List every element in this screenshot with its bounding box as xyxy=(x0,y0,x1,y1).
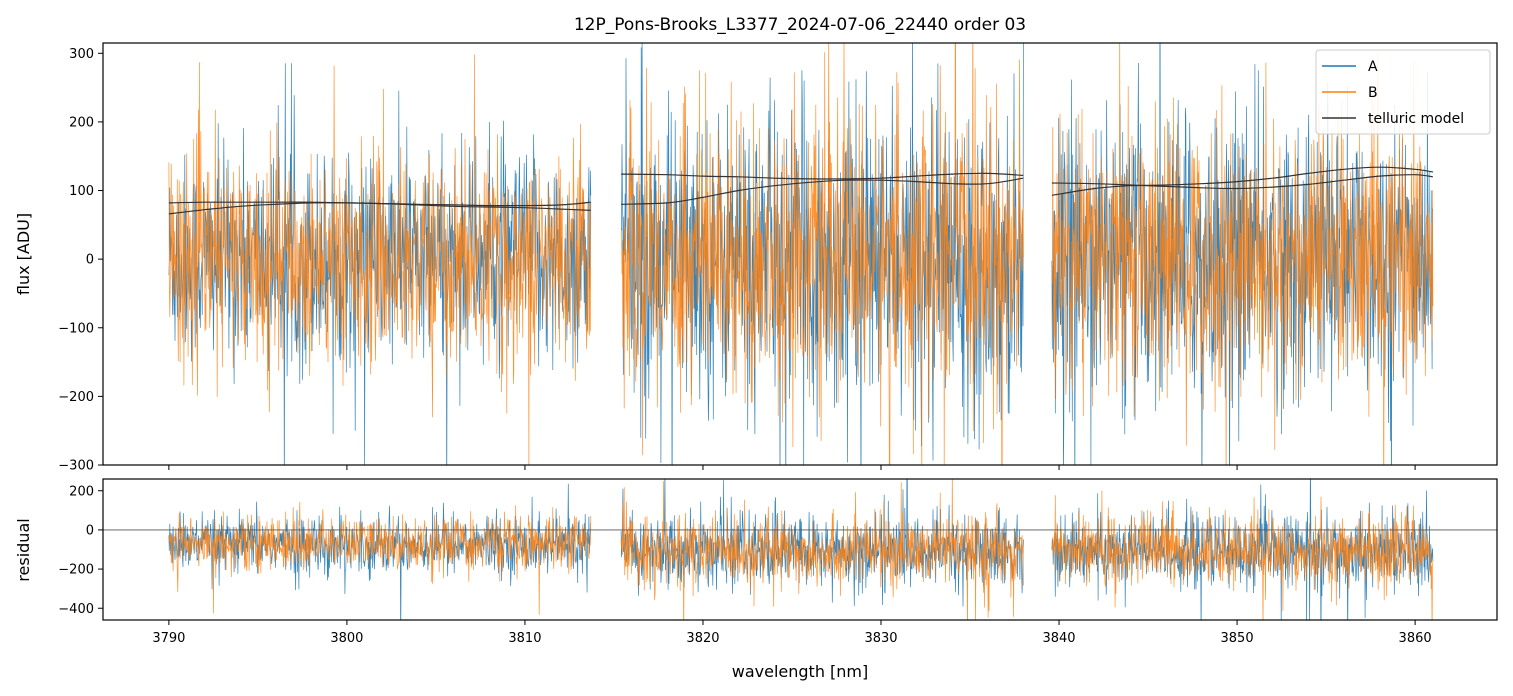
xtick-label: 3830 xyxy=(864,631,897,646)
series-b-segment-0 xyxy=(168,54,592,465)
xtick-label: 3860 xyxy=(1399,631,1432,646)
flux-ytick-label: −300 xyxy=(58,459,94,474)
residual-b-segment-0 xyxy=(168,501,592,615)
xtick-label: 3800 xyxy=(330,631,363,646)
telluric-model-a-segment-2 xyxy=(1051,166,1433,196)
residual-b-segment-1 xyxy=(620,479,1024,620)
series-b-segment-1 xyxy=(620,43,1024,465)
flux-ytick-label: 0 xyxy=(86,253,94,268)
legend-frame xyxy=(1315,49,1491,135)
residual-panel: −400 −200 0 200 3790 3800 3810 3820 3830 3840 3850… xyxy=(14,478,1498,681)
xtick-label: 3810 xyxy=(508,631,541,646)
residual-frame xyxy=(102,478,1498,621)
residual-axes: −400 −200 0 200 3790 3800 3810 3820 3830 3840 3850… xyxy=(58,478,1498,646)
flux-ytick-label: 300 xyxy=(69,47,94,62)
residual-ytick-label: 200 xyxy=(69,484,94,499)
flux-frame xyxy=(102,42,1498,466)
legend: A B telluric model xyxy=(1315,49,1491,135)
flux-ylabel: flux [ADU] xyxy=(14,213,33,295)
xtick-label: 3820 xyxy=(686,631,719,646)
residual-ytick-label: 0 xyxy=(86,523,94,538)
telluric-model-b-segment-0 xyxy=(168,202,591,215)
xtick-label: 3850 xyxy=(1221,631,1254,646)
flux-panel: −300 −200 −100 0 100 200 300 flux [ADU] xyxy=(14,42,1498,474)
chart-title: 12P_Pons-Brooks_L3377_2024-07-06_22440 o… xyxy=(574,15,1026,35)
series-b-segment-2 xyxy=(1051,43,1434,465)
telluric-model-a-segment-1 xyxy=(621,172,1024,180)
residual-ytick-label: −400 xyxy=(58,602,94,617)
xtick-label: 3840 xyxy=(1042,631,1075,646)
residual-b-segment-2 xyxy=(1051,490,1434,620)
legend-label-telluric: telluric model xyxy=(1368,111,1464,127)
legend-label-b: B xyxy=(1368,85,1378,101)
residual-ytick-label: −200 xyxy=(58,563,94,578)
flux-ytick-label: −200 xyxy=(58,390,94,405)
flux-ytick-label: 100 xyxy=(69,184,94,199)
x-axis-label: wavelength [nm] xyxy=(732,662,869,681)
xtick-label: 3790 xyxy=(152,631,185,646)
flux-axes: −300 −200 −100 0 100 200 300 xyxy=(58,42,1498,474)
flux-ytick-label: 200 xyxy=(69,115,94,130)
flux-series-group xyxy=(168,43,1434,465)
telluric-model-b-segment-2 xyxy=(1051,174,1433,190)
legend-label-a: A xyxy=(1368,59,1378,75)
telluric-model-b-segment-1 xyxy=(621,177,1024,205)
residual-ylabel: residual xyxy=(14,518,33,581)
flux-ytick-label: −100 xyxy=(58,321,94,336)
residual-series-group xyxy=(103,479,1497,620)
